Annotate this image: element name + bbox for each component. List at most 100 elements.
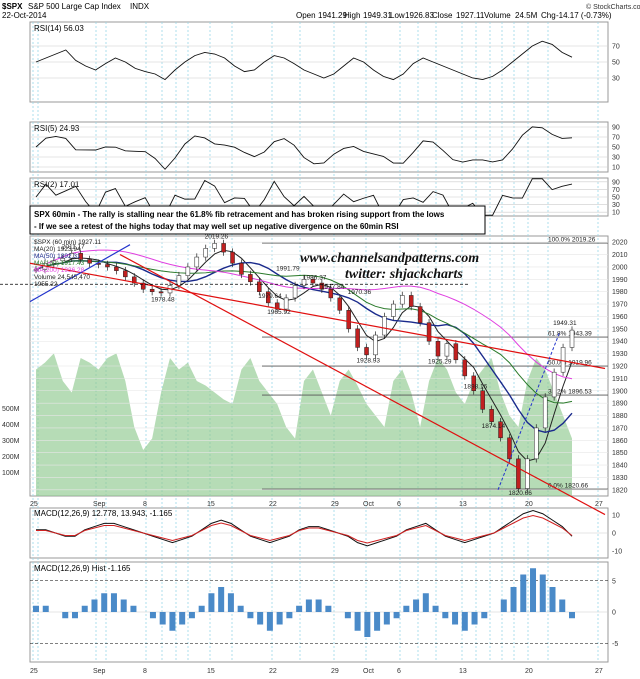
fib-label: 0.0% 1820.66 <box>548 482 589 489</box>
price-bar <box>516 458 521 489</box>
price-bar <box>426 322 432 342</box>
price-axis-label: 1960 <box>612 314 628 321</box>
price-bar <box>480 390 485 410</box>
hist-bar <box>33 605 39 612</box>
rsi-axis-label: 50 <box>612 60 620 67</box>
price-bar <box>355 328 360 348</box>
rsi-axis-label: 50 <box>612 145 620 152</box>
price-bar <box>400 295 405 305</box>
xaxis-tick: 6 <box>397 501 401 508</box>
price-bar <box>319 282 325 290</box>
xaxis-tick: 27 <box>595 501 603 508</box>
macd-axis-label: 0 <box>612 531 616 538</box>
price-axis-label: 1830 <box>612 475 628 482</box>
hist-bar <box>500 599 507 612</box>
xaxis-tick: 20 <box>525 501 533 508</box>
hist-bar <box>569 612 575 619</box>
rsi-axis-label: 90 <box>612 179 620 186</box>
price-bar <box>51 260 57 264</box>
price-axis-label: 1950 <box>612 326 628 333</box>
hist-bar <box>188 612 195 619</box>
price-axis-label: 1880 <box>612 413 628 420</box>
xaxis-tick: 22 <box>269 501 277 508</box>
volume-axis-label: 300M <box>2 438 20 445</box>
hist-bar <box>432 605 439 612</box>
hist-bar <box>266 612 273 631</box>
price-bar <box>114 266 119 271</box>
price-bar <box>212 243 217 249</box>
hist-bar <box>325 605 332 612</box>
macd-label: MACD(12,26,9) 12.778, 13.943, -1.165 <box>34 509 173 518</box>
hist-bar <box>452 612 459 625</box>
low-label: Low <box>390 11 405 20</box>
price-axis-label: 1910 <box>612 376 628 383</box>
high-label: High <box>344 11 360 20</box>
watermark-url: www.channelsandpatterns.com <box>300 251 479 266</box>
xaxis-tick: 29 <box>331 501 339 508</box>
hist-bar <box>354 612 361 631</box>
date-gridlines <box>32 22 599 662</box>
price-label: 1979.64 <box>258 293 282 300</box>
hist-bar <box>91 599 98 612</box>
chg-value: -14.17 (-0.73%) <box>556 11 612 20</box>
chg-label: Chg <box>541 11 556 20</box>
hist-bar <box>315 599 322 612</box>
xaxis-tick-bottom: 8 <box>143 668 147 675</box>
hist-bar <box>442 612 449 619</box>
rsi-axis-label: 90 <box>612 125 620 132</box>
hist-bar <box>286 612 293 619</box>
hist-bar <box>149 612 156 619</box>
hist-bar <box>237 605 244 612</box>
index-name: S&P 500 Large Cap Index <box>28 2 121 11</box>
price-bar <box>248 274 253 283</box>
price-bar <box>391 303 396 317</box>
open-value: 1941.29 <box>318 11 347 20</box>
hist-bar <box>510 587 517 612</box>
hist-bar <box>198 605 205 612</box>
price-bar <box>498 421 503 439</box>
price-bar <box>69 253 74 259</box>
price-bar <box>569 329 575 348</box>
hist-bar <box>81 605 88 612</box>
channel-trendline <box>119 254 606 516</box>
fib-label: 100.0% 2019.26 <box>548 237 596 244</box>
hist-bar <box>71 612 78 619</box>
close-value: 1927.11 <box>456 11 485 20</box>
price-axis-label: 2020 <box>612 240 628 247</box>
price-bar <box>337 297 342 311</box>
price-bar <box>203 248 208 258</box>
rsi-axis-label: 10 <box>612 165 620 172</box>
price-label: 1978.48 <box>151 297 175 304</box>
hist-bar <box>179 612 186 625</box>
price-bar <box>542 396 548 429</box>
hist-bar <box>403 605 410 612</box>
xaxis-tick: 25 <box>30 501 38 508</box>
hist-bar <box>344 612 351 619</box>
xaxis-tick-bottom: Sep <box>93 668 106 675</box>
macd-axis-label: 10 <box>612 513 620 520</box>
rsi-axis-label: 30 <box>612 202 620 209</box>
price-bar <box>78 253 83 260</box>
hist-bar <box>257 612 264 625</box>
hist-bar <box>530 568 537 612</box>
price-bar <box>551 371 557 398</box>
rsi5-label: RSI(5) 24.93 <box>34 124 80 133</box>
credit: © StockCharts.com <box>586 3 640 11</box>
price-bar <box>185 266 191 276</box>
hist-bar <box>101 593 108 612</box>
price-bar <box>435 340 441 357</box>
volume-label: Volume <box>484 11 511 20</box>
price-bar <box>158 291 164 294</box>
price-axis-label: 1940 <box>612 339 628 346</box>
price-bar <box>60 258 66 262</box>
xaxis-tick-bottom: 6 <box>397 668 401 675</box>
volume-axis-label: 100M <box>2 470 20 477</box>
price-bar <box>417 306 423 323</box>
xaxis-tick: 15 <box>207 501 215 508</box>
legend-ma100: MA(100) 1917.43 <box>34 260 85 267</box>
xaxis-tick-bottom: 27 <box>595 668 603 675</box>
annotation-line2: - If we see a retest of the highs today … <box>34 222 399 231</box>
volume-axis-label: 200M <box>2 454 20 461</box>
price-label: 1898.16 <box>464 383 488 390</box>
